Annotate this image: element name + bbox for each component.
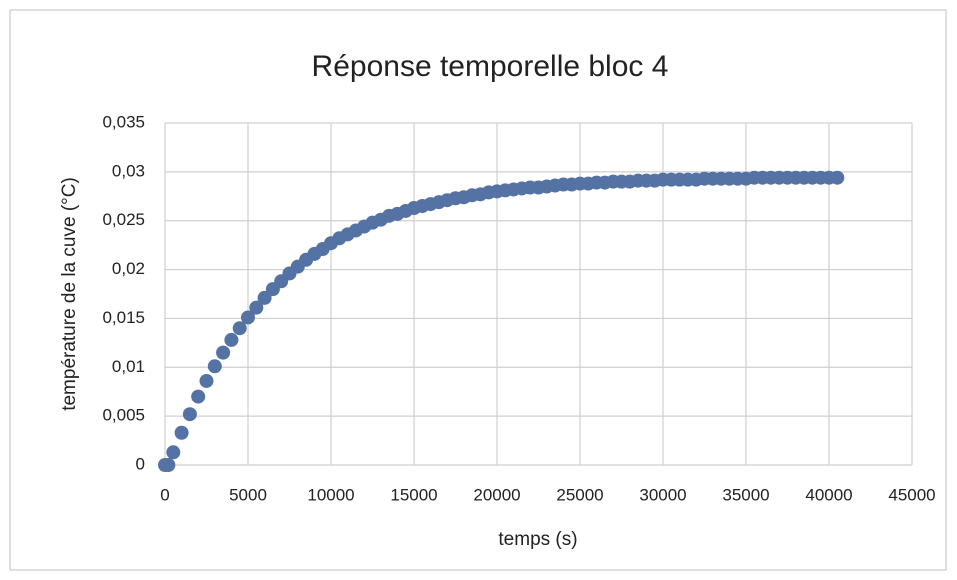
x-tick-label: 0: [160, 485, 169, 504]
data-point: [249, 300, 264, 315]
x-tick-label: 10000: [307, 485, 354, 504]
x-tick-label: 25000: [556, 485, 603, 504]
data-point: [199, 373, 214, 388]
data-point: [182, 407, 197, 422]
data-point: [232, 321, 247, 336]
x-tick-label: 30000: [639, 485, 686, 504]
y-axis-label: température de la cuve (°C): [59, 177, 80, 411]
data-point: [241, 310, 255, 325]
x-tick-label: 20000: [473, 485, 520, 504]
x-tick-label: 45000: [888, 485, 935, 504]
y-tick-label: 0,03: [112, 161, 145, 180]
x-tick-label: 15000: [390, 485, 437, 504]
y-tick-label: 0,025: [102, 210, 145, 229]
y-tick-label: 0: [136, 454, 145, 473]
y-tick-label: 0,01: [112, 357, 145, 376]
data-point: [191, 389, 206, 404]
data-point: [830, 170, 845, 185]
data-point: [161, 458, 176, 472]
plot-area: [158, 170, 845, 472]
x-axis-label: temps (s): [498, 529, 577, 550]
data-point: [224, 332, 239, 347]
chart-title: Réponse temporelle bloc 4: [312, 50, 669, 83]
data-point: [166, 445, 181, 460]
x-tick-label: 40000: [805, 485, 852, 504]
y-tick-label: 0,015: [102, 308, 145, 327]
y-tick-label: 0,005: [102, 406, 145, 425]
data-point: [174, 425, 189, 440]
x-tick-label: 5000: [229, 485, 267, 504]
chart-frame: [9, 9, 947, 571]
y-tick-label: 0,02: [112, 259, 145, 278]
data-point: [216, 345, 231, 360]
data-point: [207, 359, 222, 374]
x-tick-label: 35000: [722, 485, 769, 504]
y-tick-label: 0,035: [102, 112, 145, 131]
data-point: [257, 290, 272, 305]
